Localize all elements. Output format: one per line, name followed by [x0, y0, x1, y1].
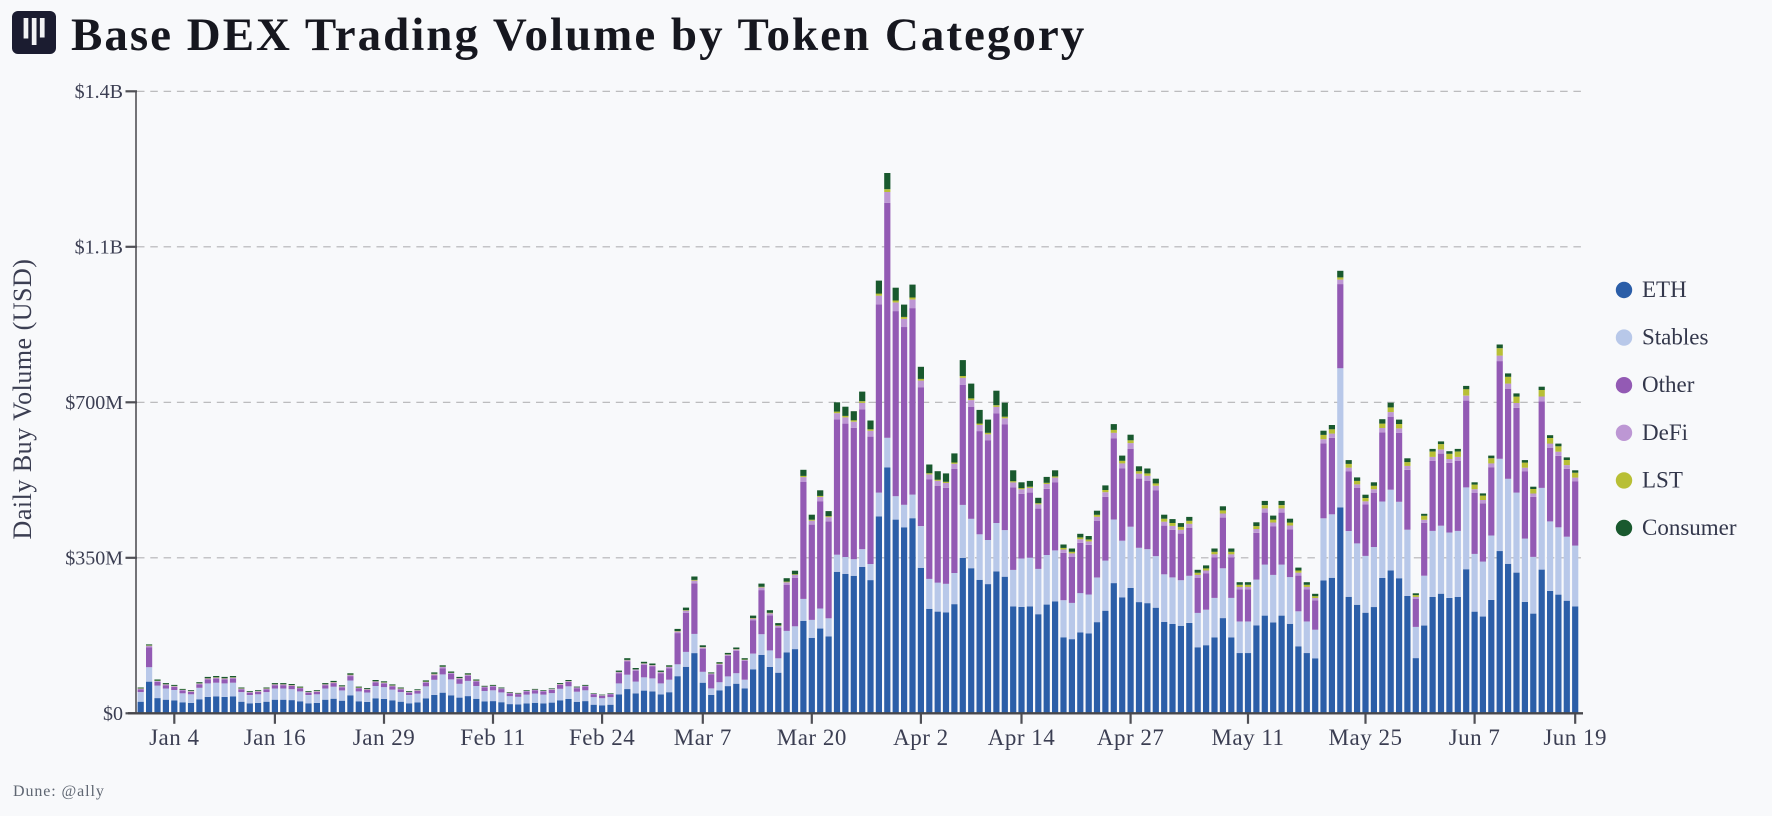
svg-text:DeFi: DeFi — [1642, 420, 1688, 445]
svg-text:Feb 11: Feb 11 — [460, 725, 525, 750]
svg-text:Jan 29: Jan 29 — [353, 725, 415, 750]
svg-text:May 11: May 11 — [1211, 725, 1284, 750]
svg-text:Other: Other — [1642, 372, 1695, 397]
svg-text:Apr 27: Apr 27 — [1097, 725, 1165, 750]
svg-text:Feb 24: Feb 24 — [569, 725, 635, 750]
svg-text:Jun 19: Jun 19 — [1543, 725, 1607, 750]
svg-text:Consumer: Consumer — [1642, 515, 1737, 540]
svg-text:Apr 2: Apr 2 — [893, 725, 949, 750]
svg-text:May 25: May 25 — [1329, 725, 1403, 750]
svg-text:Mar 7: Mar 7 — [674, 725, 732, 750]
svg-text:Apr 14: Apr 14 — [988, 725, 1056, 750]
svg-text:$1.4B: $1.4B — [75, 81, 123, 103]
svg-text:LST: LST — [1642, 467, 1683, 492]
svg-text:$350M: $350M — [65, 547, 123, 569]
svg-text:$1.1B: $1.1B — [75, 236, 123, 258]
svg-text:Stables: Stables — [1642, 325, 1708, 350]
svg-text:Jan 16: Jan 16 — [244, 725, 306, 750]
svg-text:$700M: $700M — [65, 392, 123, 414]
svg-text:Jun 7: Jun 7 — [1449, 725, 1501, 750]
svg-text:Jan 4: Jan 4 — [149, 725, 199, 750]
svg-text:Mar 20: Mar 20 — [777, 725, 847, 750]
svg-text:$0: $0 — [103, 703, 123, 725]
svg-text:ETH: ETH — [1642, 277, 1687, 302]
